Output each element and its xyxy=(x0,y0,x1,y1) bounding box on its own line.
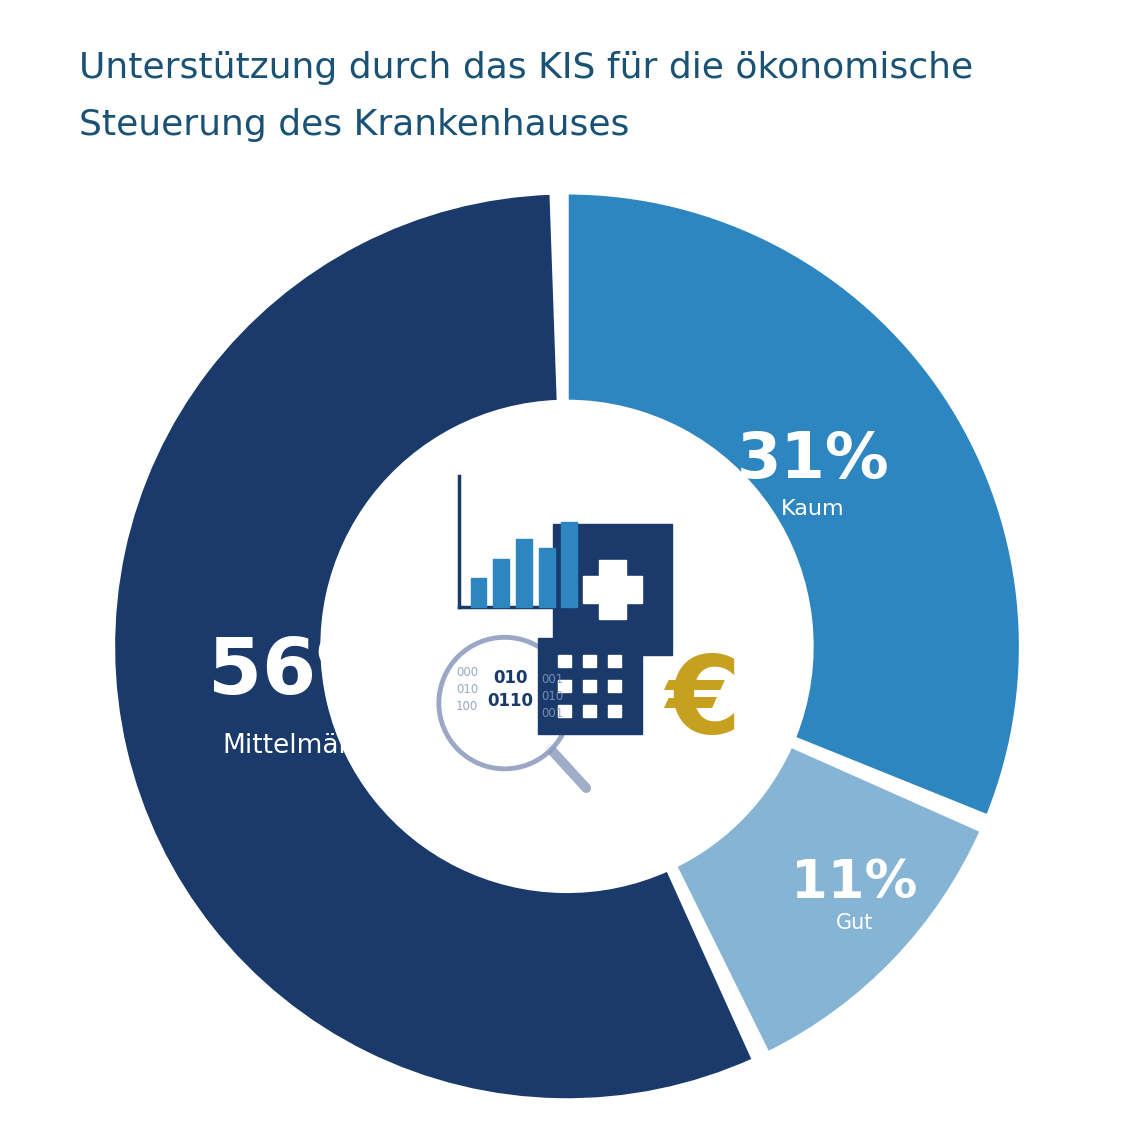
Text: 000
010
100: 000 010 100 xyxy=(456,666,479,713)
Bar xyxy=(561,522,577,607)
Text: 001
010
001: 001 010 001 xyxy=(541,672,564,720)
Wedge shape xyxy=(676,746,981,1053)
Text: €: € xyxy=(666,650,741,756)
Circle shape xyxy=(327,406,807,887)
Text: Mittelmäßig: Mittelmäßig xyxy=(222,733,379,759)
Bar xyxy=(558,655,570,667)
Text: Kaum: Kaum xyxy=(781,499,845,518)
Text: Steuerung des Krankenhauses: Steuerung des Krankenhauses xyxy=(79,108,629,142)
Text: Unterstützung durch das KIS für die ökonomische: Unterstützung durch das KIS für die ökon… xyxy=(79,51,973,85)
Bar xyxy=(609,705,621,718)
Bar xyxy=(558,705,570,718)
Bar xyxy=(584,655,596,667)
Bar xyxy=(599,560,626,619)
Bar xyxy=(493,559,509,607)
Bar xyxy=(558,680,570,692)
Bar xyxy=(553,524,671,655)
Text: 31%: 31% xyxy=(737,429,889,491)
Bar xyxy=(609,680,621,692)
Circle shape xyxy=(439,637,570,769)
Wedge shape xyxy=(567,193,1021,816)
Text: 11%: 11% xyxy=(792,857,917,909)
Bar xyxy=(583,576,642,603)
Bar xyxy=(584,705,596,718)
Wedge shape xyxy=(113,193,754,1100)
Bar xyxy=(516,539,532,607)
Bar xyxy=(609,655,621,667)
Text: 56%: 56% xyxy=(208,634,393,710)
Bar xyxy=(539,548,555,607)
Bar xyxy=(538,637,642,735)
Bar xyxy=(471,578,486,607)
Text: Gut: Gut xyxy=(836,913,873,933)
Bar xyxy=(584,680,596,692)
Text: 010
0110: 010 0110 xyxy=(488,669,533,710)
